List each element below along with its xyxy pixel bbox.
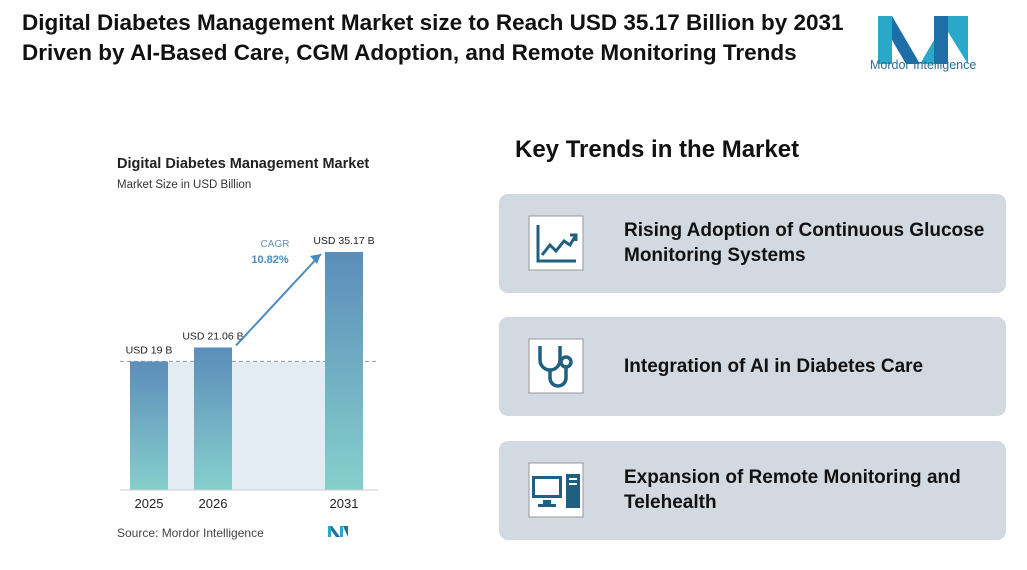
trends-heading: Key Trends in the Market: [515, 136, 800, 163]
bar: [194, 347, 232, 490]
trend-text: Expansion of Remote Monitoring and Teleh…: [624, 467, 961, 513]
trend-card: Rising Adoption of Continuous Glucose Mo…: [499, 194, 1006, 293]
value-label: USD 19 B: [126, 344, 173, 356]
chart-icon: [528, 215, 584, 271]
source: Source: Mordor Intelligence: [117, 526, 264, 540]
trend-card: Integration of AI in Diabetes Care: [499, 317, 1006, 416]
computer-icon: [528, 462, 584, 518]
logo-text: Mordor Intelligence: [870, 58, 977, 72]
trend-text: Integration of AI in Diabetes Care: [624, 356, 924, 377]
source-logo: [328, 526, 348, 537]
reference-band: [130, 361, 363, 490]
page-title: Digital Diabetes Management Market size …: [22, 10, 844, 65]
cagr-label: CAGR: [261, 239, 290, 250]
value-label: USD 21.06 B: [182, 330, 243, 342]
cagr-arrow: [235, 253, 322, 347]
trend-card: Expansion of Remote Monitoring and Teleh…: [499, 441, 1006, 540]
cagr-value: 10.82%: [251, 254, 289, 266]
chart-subtitle: Market Size in USD Billion: [117, 179, 251, 191]
bar: [130, 361, 168, 490]
x-tick-label: 2026: [199, 496, 228, 511]
value-label: USD 35.17 B: [313, 235, 374, 247]
arrow-head: [310, 254, 321, 264]
x-tick-label: 2031: [330, 496, 359, 511]
chart: Digital Diabetes Management Market Marke…: [117, 156, 378, 540]
bar: [325, 252, 363, 490]
logo: [878, 16, 968, 64]
trend-text: Rising Adoption of Continuous Glucose Mo…: [624, 220, 985, 266]
x-tick-label: 2025: [135, 496, 164, 511]
chart-title: Digital Diabetes Management Market: [117, 156, 369, 172]
stethoscope-icon: [528, 338, 584, 394]
